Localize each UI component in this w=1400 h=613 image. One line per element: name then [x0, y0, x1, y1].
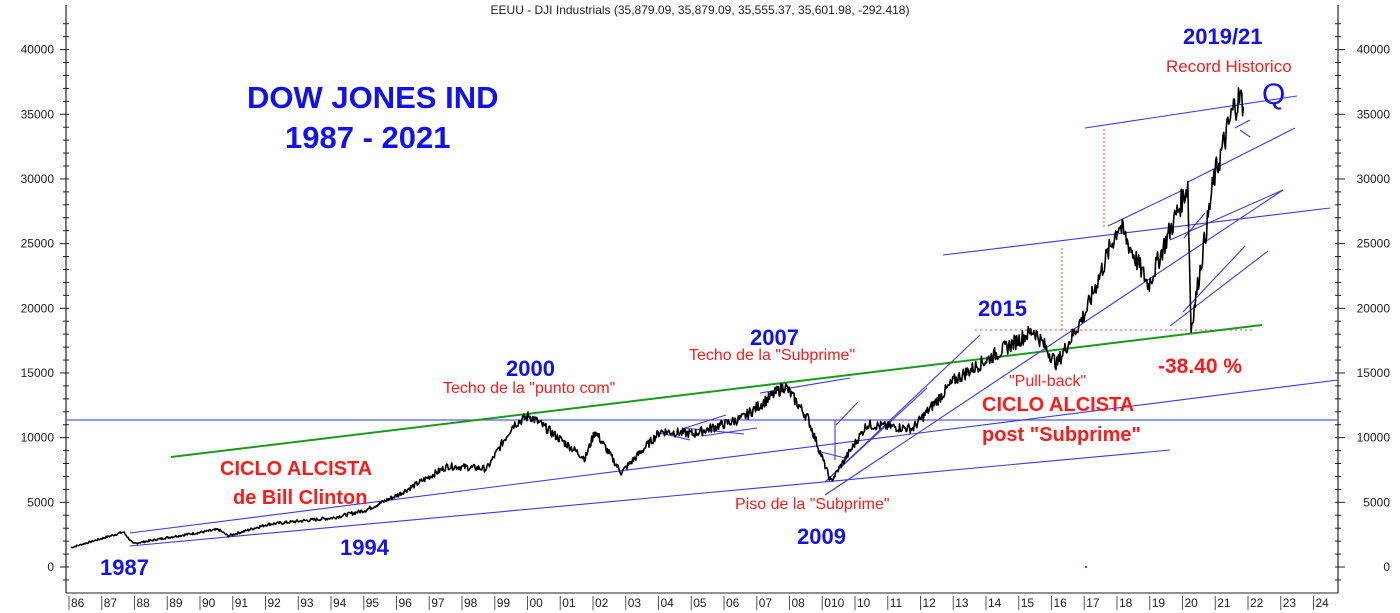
main-title-line2: 1987 - 2021 — [285, 120, 451, 155]
record-historico-label: Record Historico — [1166, 57, 1292, 76]
y-axis-right: 0 5000 10000 15000 20000 25000 30000 35000 40000 — [1335, 23, 1391, 581]
x-tick-label: 89 — [169, 596, 183, 610]
chart-frame — [65, 5, 1339, 594]
pull-back-label: "Pull-back" — [1009, 373, 1087, 390]
y-tick-label-right: 5000 — [1363, 495, 1390, 509]
x-tick-label: 19 — [1152, 596, 1166, 610]
x-tick-label: 97 — [431, 596, 445, 610]
y-tick-label-right: 35000 — [1357, 107, 1391, 121]
y-tick-label-left: 40000 — [21, 43, 55, 57]
y-tick-label-left: 20000 — [21, 301, 55, 315]
x-tick-label: 010 — [824, 596, 844, 610]
y-tick-label-left: 30000 — [21, 172, 55, 186]
y-tick-label-right: 25000 — [1357, 237, 1391, 251]
x-tick-label: 14 — [988, 596, 1002, 610]
q-marker: Q — [1262, 78, 1286, 111]
chart-title: EEUU - DJI Industrials (35,879.09, 35,87… — [490, 3, 910, 17]
x-tick-label: 13 — [955, 596, 969, 610]
x-tick-label: 17 — [1086, 596, 1100, 610]
x-tick-label: 95 — [366, 596, 380, 610]
piso-subprime-label: Piso de la "Subprime" — [735, 496, 890, 513]
label-2000: 2000 — [506, 356, 555, 381]
y-tick-label-left: 10000 — [21, 431, 55, 445]
y-tick-label-right: 0 — [1383, 560, 1390, 574]
x-tick-label: 11 — [890, 596, 903, 610]
x-tick-label: 01 — [562, 596, 576, 610]
x-tick-label: 98 — [464, 596, 478, 610]
main-title-line1: DOW JONES IND — [247, 80, 499, 115]
x-tick-label: 18 — [1119, 596, 1133, 610]
y-tick-label-right: 15000 — [1357, 366, 1391, 380]
x-tick-label: 99 — [497, 596, 511, 610]
x-tick-label: 87 — [104, 596, 118, 610]
x-tick-label: 92 — [268, 596, 282, 610]
x-tick-label: 12 — [923, 596, 937, 610]
y-tick-label-right: 20000 — [1357, 301, 1391, 315]
x-tick-label: 90 — [202, 596, 216, 610]
price-series-line — [70, 87, 1245, 549]
techo-punto-com-label: Techo de la "punto com" — [443, 380, 616, 397]
x-tick-label: 20 — [1185, 596, 1199, 610]
x-tick-label: 93 — [300, 596, 314, 610]
label-1994: 1994 — [340, 535, 389, 560]
y-tick-label-right: 30000 — [1357, 172, 1391, 186]
x-tick-label: 02 — [595, 596, 609, 610]
x-tick-label: 07 — [759, 596, 773, 610]
techo-subprime-label: Techo de la "Subprime" — [689, 347, 856, 364]
x-tick-label: 91 — [235, 596, 249, 610]
label-2009: 2009 — [797, 524, 846, 549]
x-tick-label: 94 — [333, 596, 347, 610]
clinton-cycle-line1: CICLO ALCISTA — [220, 458, 373, 480]
post-subprime-cycle-line2: post "Subprime" — [982, 424, 1141, 446]
y-axis-left: 0 5000 10000 15000 20000 25000 30000 35000 40000 — [21, 23, 69, 581]
x-tick-label: 96 — [399, 596, 413, 610]
y-tick-label-right: 10000 — [1357, 431, 1391, 445]
y-tick-label-left: 5000 — [27, 495, 54, 509]
label-1987: 1987 — [100, 555, 149, 580]
clinton-cycle-line2: de Bill Clinton — [233, 487, 368, 509]
x-tick-label: 06 — [726, 596, 740, 610]
x-tick-label: 24 — [1316, 596, 1330, 610]
x-tick-label: 16 — [1054, 596, 1068, 610]
x-tick-label: 15 — [1021, 596, 1035, 610]
x-tick-label: 86 — [71, 596, 85, 610]
y-tick-label-left: 25000 — [21, 237, 55, 251]
drop-percent-label: -38.40 % — [1158, 355, 1243, 378]
x-tick-label: 88 — [137, 596, 151, 610]
x-tick-label: 22 — [1250, 596, 1264, 610]
y-tick-label-right: 40000 — [1357, 43, 1391, 57]
y-tick-label-left: 35000 — [21, 107, 55, 121]
label-2007: 2007 — [750, 325, 799, 350]
x-tick-label: 08 — [792, 596, 806, 610]
x-tick-label: 04 — [661, 596, 675, 610]
label-2019-21: 2019/21 — [1183, 24, 1263, 49]
x-tick-label: 21 — [1217, 596, 1231, 610]
post-subprime-cycle-line1: CICLO ALCISTA — [982, 394, 1135, 416]
x-axis: 86 87 88 89 90 91 92 93 94 95 96 97 98 99 00 01 02 03 04 05… — [68, 596, 1330, 610]
y-tick-label-left: 15000 — [21, 366, 55, 380]
x-tick-label: 00 — [530, 596, 544, 610]
green-trendline-long — [170, 324, 1263, 458]
x-tick-label: 10 — [857, 596, 871, 610]
red-dot-marker — [1085, 566, 1087, 568]
label-2015: 2015 — [978, 296, 1027, 321]
x-tick-label: 23 — [1283, 596, 1297, 610]
y-tick-label-left: 0 — [47, 560, 54, 574]
x-tick-label: 05 — [693, 596, 707, 610]
x-tick-label: 03 — [628, 596, 642, 610]
